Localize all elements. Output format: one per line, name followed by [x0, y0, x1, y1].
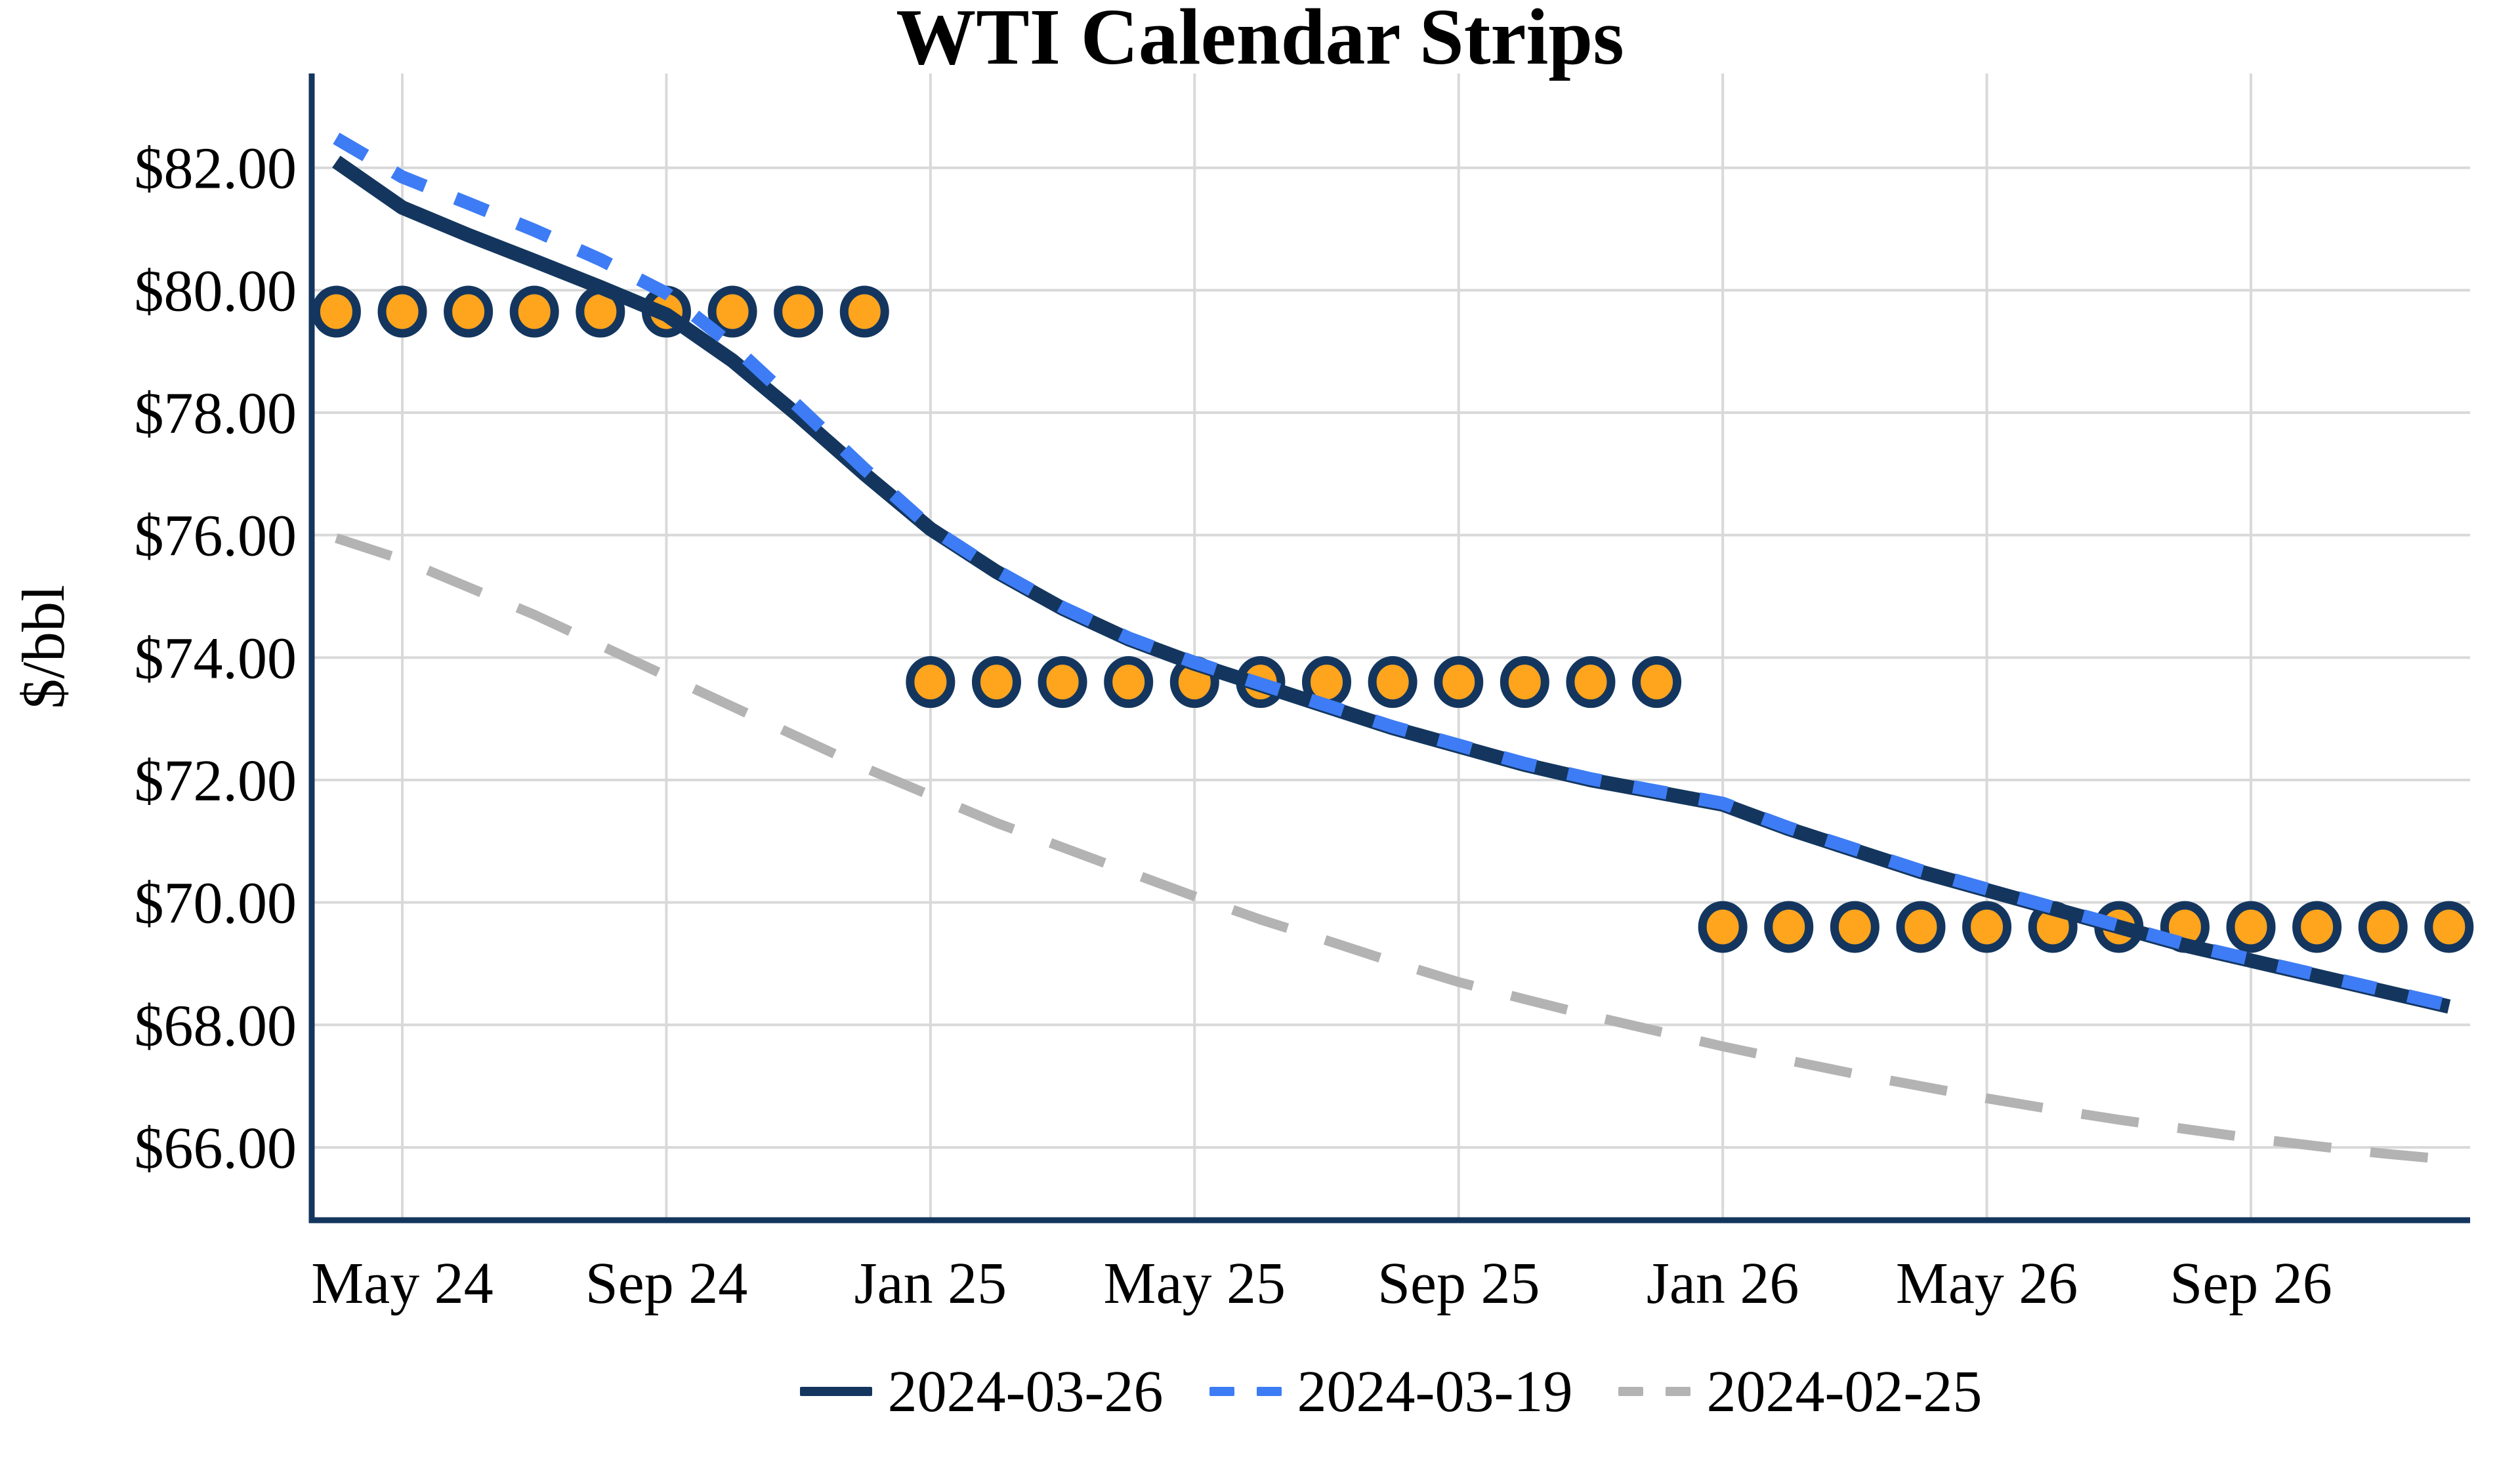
- y-tick-label: $74.00: [135, 626, 297, 691]
- legend-item-2024-02-25: 2024-02-25: [1618, 1358, 1982, 1426]
- x-tick-label: Jan 25: [854, 1251, 1007, 1316]
- strip-dot: [1637, 661, 1677, 704]
- legend-swatch-dashed: [1209, 1387, 1282, 1396]
- y-tick-label: $76.00: [135, 504, 297, 569]
- axis-spines: [309, 73, 2471, 1223]
- strip-dot: [2297, 905, 2338, 949]
- y-tick-labels: $82.00 $80.00 $78.00 $76.00 $74.00 $72.00 $70.…: [135, 136, 297, 1181]
- x-tick-label: May 24: [311, 1251, 493, 1316]
- series-line-2024-02-25: [336, 538, 2448, 1159]
- strip-dot: [1834, 905, 1875, 949]
- strip-dot: [1504, 661, 1545, 704]
- y-tick-label: $66.00: [135, 1116, 297, 1181]
- strip-dot: [2429, 905, 2469, 949]
- strip-dot: [1702, 905, 1743, 949]
- legend-line-sample: [1209, 1387, 1234, 1396]
- legend-label: 2024-03-19: [1297, 1358, 1573, 1426]
- strip-dot: [382, 290, 423, 333]
- strip-dot: [448, 290, 489, 333]
- strip-dot: [844, 290, 885, 333]
- legend-line-sample: [1257, 1387, 1282, 1396]
- legend-swatch-dashed: [1618, 1387, 1690, 1396]
- chart-legend: 2024-03-26 2024-03-19 2024-02-25: [312, 1355, 2470, 1428]
- y-tick-label: $70.00: [135, 871, 297, 936]
- y-tick-label: $68.00: [135, 993, 297, 1058]
- y-tick-label: $82.00: [135, 136, 297, 201]
- strip-dot: [1438, 661, 1479, 704]
- legend-label: 2024-02-25: [1706, 1358, 1982, 1426]
- legend-item-2024-03-19: 2024-03-19: [1209, 1358, 1573, 1426]
- y-tick-label: $80.00: [135, 258, 297, 323]
- x-tick-label: May 25: [1104, 1251, 1286, 1316]
- wti-calendar-strips-figure: WTI Calendar Strips $82.00$80.00$78.00$7…: [0, 0, 2520, 1480]
- strip-dot: [2231, 905, 2271, 949]
- legend-line-sample: [1666, 1387, 1690, 1396]
- calendar-strip-dots: [316, 290, 2469, 949]
- strip-dot: [1372, 661, 1413, 704]
- chart-plot-area: $82.00 $80.00 $78.00 $76.00 $74.00 $72.00 $70.…: [0, 0, 2520, 1480]
- strip-dot: [1900, 905, 1941, 949]
- x-tick-label: Jan 26: [1647, 1251, 1799, 1316]
- series-line-2024-03-19: [336, 138, 2448, 1006]
- legend-line-sample: [1618, 1387, 1643, 1396]
- x-tick-label: Sep 26: [2170, 1251, 2332, 1316]
- strip-dot: [2362, 905, 2403, 949]
- y-tick-label: $78.00: [135, 381, 297, 446]
- strip-dot: [976, 661, 1017, 704]
- strip-dot: [910, 661, 951, 704]
- y-tick-label: $72.00: [135, 749, 297, 813]
- legend-item-2024-03-26: 2024-03-26: [800, 1358, 1164, 1426]
- y-axis-title: $/bbl: [10, 585, 77, 709]
- x-tick-label: May 26: [1896, 1251, 2078, 1316]
- strip-dot: [514, 290, 555, 333]
- legend-line-sample: [800, 1387, 872, 1396]
- legend-label: 2024-03-26: [888, 1358, 1164, 1426]
- strip-dot: [778, 290, 819, 333]
- strip-dot: [1967, 905, 2007, 949]
- x-tick-label: Sep 24: [585, 1251, 748, 1316]
- x-tick-labels: May 24 Sep 24 Jan 25 May 25 Sep 25 Jan 26 May …: [311, 1251, 2332, 1316]
- strip-dot: [1769, 905, 1809, 949]
- gridlines: [312, 73, 2470, 1220]
- strip-dot: [1570, 661, 1611, 704]
- strip-dot: [1042, 661, 1083, 704]
- legend-swatch-solid: [800, 1387, 872, 1396]
- strip-dot: [316, 290, 356, 333]
- x-tick-label: Sep 25: [1377, 1251, 1540, 1316]
- strip-dot: [1108, 661, 1149, 704]
